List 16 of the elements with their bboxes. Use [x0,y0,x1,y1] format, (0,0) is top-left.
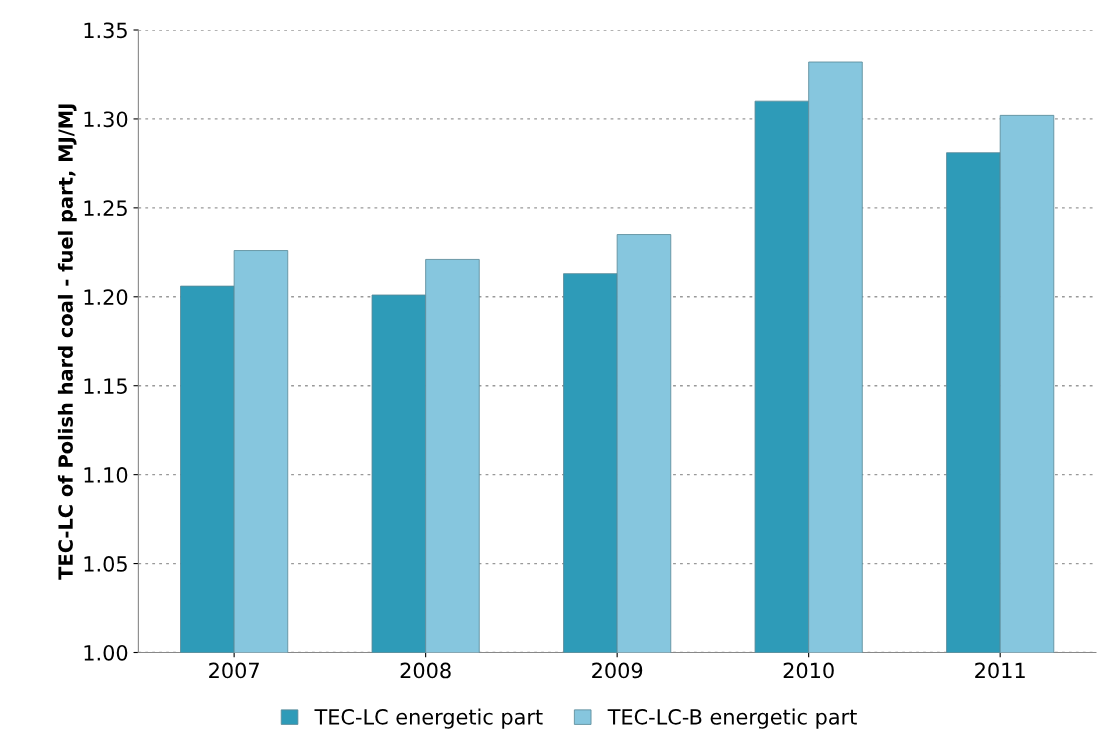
y-tick-label: 1.35 [84,22,127,39]
y-tick-label: 1.25 [84,200,127,217]
x-tick-label: 2008 [400,662,451,679]
legend-label: TEC-LC-B energetic part [607,708,857,729]
y-tick-label: 1.00 [84,644,128,661]
y-tick-label: 1.10 [84,467,128,483]
y-tick-label: 1.30 [84,111,128,128]
y-axis-title: TEC-LC of Polish hard coal - fuel part, MJ/MJ [57,104,77,580]
x-tick-label: 2007 [209,662,259,679]
x-tick-label: 2011 [975,662,1025,679]
x-tick-label: 2009 [592,662,643,679]
y-tick-label: 1.15 [84,378,127,394]
y-tick-label: 1.05 [84,556,127,572]
x-tick-label: 2010 [783,662,834,679]
y-tick-label: 1.20 [84,289,128,305]
legend-label: TEC-LC energetic part [314,708,543,729]
